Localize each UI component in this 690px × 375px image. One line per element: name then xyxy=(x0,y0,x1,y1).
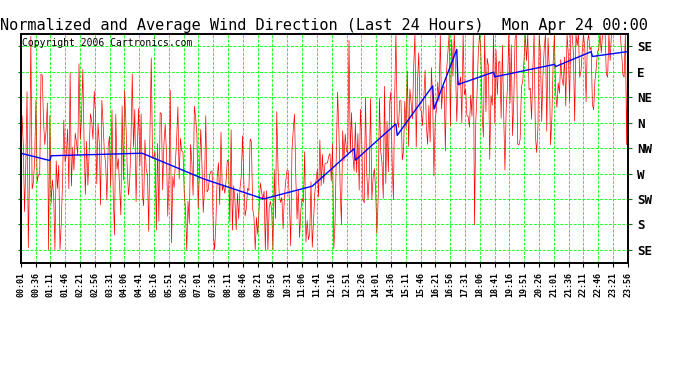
Text: Copyright 2006 Cartronics.com: Copyright 2006 Cartronics.com xyxy=(22,38,193,48)
Title: Normalized and Average Wind Direction (Last 24 Hours)  Mon Apr 24 00:00: Normalized and Average Wind Direction (L… xyxy=(1,18,648,33)
